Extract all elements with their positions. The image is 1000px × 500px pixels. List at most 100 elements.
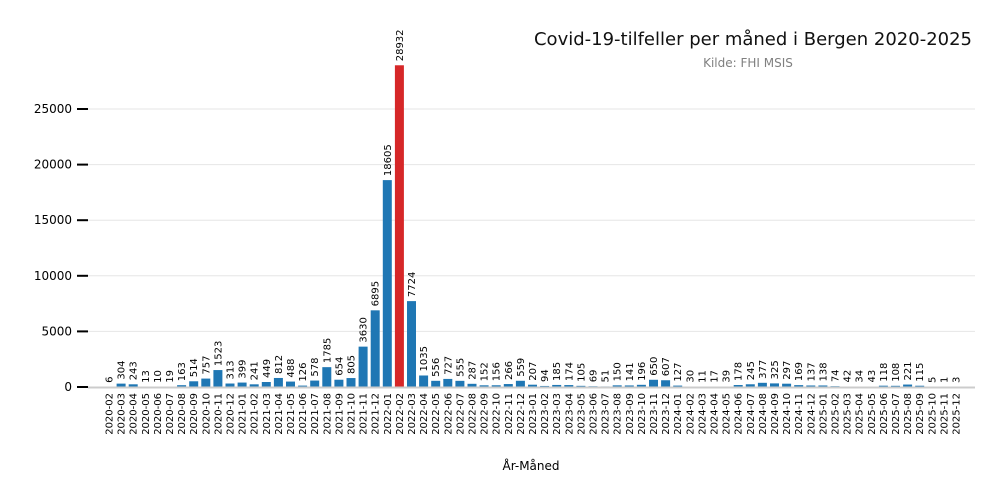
x-tick-label-2024-07: 2024-07 — [746, 393, 757, 435]
data-label-2023-06: 69 — [589, 369, 600, 382]
data-label-2025-06: 118 — [879, 363, 890, 382]
data-label-2023-01: 207 — [528, 362, 539, 381]
x-axis: 2020-02 2020-03 2020-04 2020-05 2020-06 2020-… — [105, 393, 963, 435]
data-label-2020-02: 6 — [105, 377, 116, 383]
x-tick-label-2020-02: 2020-02 — [105, 393, 116, 435]
x-tick-label-2023-09: 2023-09 — [625, 393, 636, 435]
x-tick-label-2023-07: 2023-07 — [601, 393, 612, 435]
x-tick-label-2021-03: 2021-03 — [262, 393, 273, 435]
x-tick-label-2022-02: 2022-02 — [395, 393, 406, 435]
bar-2021-07 — [310, 380, 320, 387]
data-label-2023-05: 105 — [576, 363, 587, 382]
data-label-2023-04: 174 — [564, 362, 575, 381]
bar-2023-08 — [612, 385, 622, 387]
x-tick-label-2023-01: 2023-01 — [528, 393, 539, 435]
bar-2024-07 — [745, 384, 755, 387]
bar-2020-10 — [201, 378, 211, 387]
bar-2020-03 — [116, 383, 126, 387]
x-tick-label-2021-07: 2021-07 — [310, 393, 321, 435]
bar-2023-12 — [661, 380, 671, 387]
bar-2024-12 — [806, 385, 816, 387]
data-label-2021-05: 488 — [286, 358, 297, 377]
bar-2022-03 — [407, 301, 416, 387]
x-tick-label-2021-04: 2021-04 — [274, 393, 285, 435]
x-tick-label-2022-03: 2022-03 — [407, 393, 418, 435]
bar-2020-11 — [213, 370, 223, 387]
data-label-2020-05: 13 — [141, 370, 152, 383]
data-label-2024-01: 127 — [673, 362, 684, 381]
bar-2022-09 — [479, 385, 489, 387]
data-label-2022-03: 7724 — [407, 272, 418, 297]
x-tick-label-2020-07: 2020-07 — [165, 393, 176, 435]
x-tick-label-2022-01: 2022-01 — [383, 393, 394, 435]
x-tick-label-2020-12: 2020-12 — [226, 393, 237, 435]
bar-2020-08 — [177, 385, 187, 387]
x-tick-label-2021-11: 2021-11 — [359, 393, 370, 435]
x-tick-label-2022-07: 2022-07 — [455, 393, 466, 435]
bar-2021-03 — [261, 382, 271, 387]
x-tick-label-2024-01: 2024-01 — [673, 393, 684, 435]
data-label-2021-12: 6895 — [371, 281, 382, 306]
bar-2024-06 — [733, 385, 743, 387]
data-label-2024-12: 137 — [806, 362, 817, 381]
bars — [104, 65, 961, 388]
x-tick-label-2024-03: 2024-03 — [697, 393, 708, 435]
y-axis: 0 5000 10000 15000 20000 25000 — [34, 102, 88, 394]
data-label-2024-04: 17 — [710, 370, 721, 383]
x-tick-label-2023-10: 2023-10 — [637, 393, 648, 435]
data-label-2022-04: 1035 — [419, 346, 430, 371]
data-label-2021-04: 812 — [274, 355, 285, 374]
x-tick-label-2023-04: 2023-04 — [564, 393, 575, 435]
data-label-2024-03: 11 — [697, 370, 708, 383]
bar-2023-01 — [528, 384, 537, 387]
data-label-2023-02: 94 — [540, 369, 551, 382]
data-label-2020-10: 757 — [201, 355, 212, 374]
x-tick-label-2021-02: 2021-02 — [250, 393, 261, 435]
data-label-2024-09: 325 — [770, 360, 781, 379]
bar-2025-09 — [915, 385, 925, 387]
x-tick-label-2021-10: 2021-10 — [347, 393, 358, 435]
x-tick-label-2020-10: 2020-10 — [201, 393, 212, 435]
bar-2023-04 — [564, 385, 574, 387]
bar-2025-01 — [818, 385, 828, 387]
x-tick-label-2023-06: 2023-06 — [589, 393, 600, 435]
x-tick-label-2025-06: 2025-06 — [879, 393, 890, 435]
x-tick-label-2022-08: 2022-08 — [468, 393, 479, 435]
x-tick-label-2021-05: 2021-05 — [286, 393, 297, 435]
data-label-2023-09: 141 — [625, 362, 636, 381]
x-tick-label-2021-06: 2021-06 — [298, 393, 309, 435]
x-tick-label-2020-08: 2020-08 — [177, 393, 188, 435]
data-label-2020-03: 304 — [117, 361, 128, 380]
bar-2023-11 — [649, 379, 658, 387]
bar-2020-12 — [225, 383, 235, 387]
bar-2023-03 — [552, 384, 562, 387]
x-tick-label-2025-11: 2025-11 — [939, 393, 950, 435]
data-label-2022-10: 156 — [492, 362, 503, 381]
bar-2025-07 — [891, 385, 900, 387]
x-tick-label-2021-08: 2021-08 — [322, 393, 333, 435]
x-tick-label-2024-12: 2024-12 — [806, 393, 817, 435]
data-label-2021-07: 578 — [310, 357, 321, 376]
x-tick-label-2025-02: 2025-02 — [831, 393, 842, 435]
data-label-2023-11: 650 — [649, 357, 660, 376]
data-label-2025-10: 5 — [927, 377, 938, 383]
data-label-2020-11: 1523 — [213, 341, 224, 366]
x-tick-label-2025-10: 2025-10 — [927, 393, 938, 435]
bar-2023-10 — [636, 384, 646, 387]
data-label-2021-08: 1785 — [322, 338, 333, 363]
x-tick-label-2024-06: 2024-06 — [734, 393, 745, 435]
data-label-2021-02: 241 — [250, 361, 261, 380]
x-tick-label-2025-09: 2025-09 — [915, 393, 926, 435]
x-tick-label-2024-02: 2024-02 — [685, 393, 696, 435]
bar-2023-05 — [576, 385, 586, 387]
bar-2020-04 — [128, 384, 138, 387]
x-tick-label-2025-01: 2025-01 — [818, 393, 829, 435]
data-label-2021-03: 449 — [262, 359, 273, 378]
chart-subtitle: Kilde: FHI MSIS — [703, 56, 793, 70]
data-label-2025-07: 108 — [891, 363, 902, 382]
data-label-2025-11: 1 — [939, 377, 950, 383]
bar-2022-04 — [419, 375, 429, 387]
data-label-2024-11: 169 — [794, 362, 805, 381]
x-tick-label-2025-04: 2025-04 — [855, 393, 866, 435]
data-label-2025-08: 221 — [903, 361, 914, 380]
